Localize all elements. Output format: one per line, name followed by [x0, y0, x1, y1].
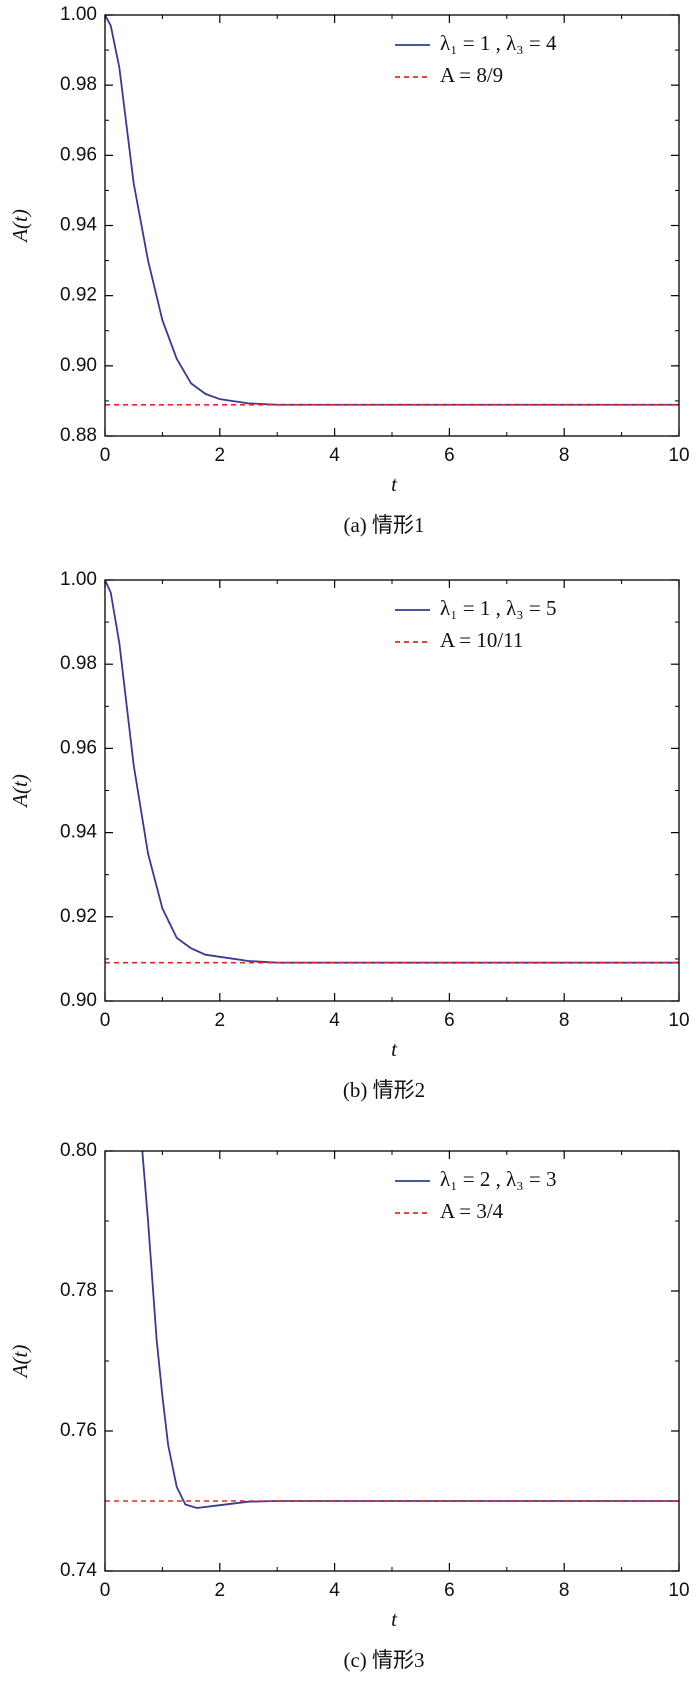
y-tick-label: 0.96: [60, 144, 97, 165]
x-tick-label: 2: [215, 1010, 226, 1031]
x-tick-label: 2: [215, 445, 226, 466]
x-tick-label: 4: [329, 1580, 340, 1601]
y-axis-label: A(t): [8, 774, 32, 809]
y-tick-label: 0.78: [60, 1280, 97, 1301]
y-tick-label: 0.90: [60, 355, 97, 376]
legend-label: λ₁ = 1 , λ₃ = 4: [440, 31, 557, 55]
plot-frame: [104, 1150, 680, 1572]
plot-frame: [104, 14, 680, 437]
series-line: [105, 15, 679, 406]
y-axis-label: A(t): [8, 209, 32, 244]
x-tick-label: 10: [668, 1010, 689, 1031]
x-axis-label: t: [391, 1607, 398, 1631]
x-tick-label: 4: [329, 1010, 340, 1031]
y-tick-label: 0.88: [60, 425, 97, 446]
series-line: [105, 580, 679, 964]
x-tick-label: 4: [329, 445, 340, 466]
x-tick-label: 8: [559, 1580, 570, 1601]
series-line: [141, 1151, 679, 1509]
x-tick-label: 0: [100, 1010, 111, 1031]
y-tick-label: 0.94: [60, 215, 97, 236]
x-tick-label: 2: [215, 1580, 226, 1601]
x-tick-label: 6: [444, 1580, 455, 1601]
legend-label: A = 8/9: [440, 63, 503, 87]
y-tick-label: 0.92: [60, 285, 97, 306]
caption: (c) 情形3: [343, 1648, 424, 1672]
x-tick-label: 6: [444, 445, 455, 466]
y-tick-label: 1.00: [60, 569, 97, 590]
plot-frame: [104, 579, 680, 1002]
caption: (b) 情形2: [343, 1078, 425, 1102]
y-tick-label: 0.92: [60, 906, 97, 927]
x-tick-label: 8: [559, 1010, 570, 1031]
x-tick-label: 10: [668, 445, 689, 466]
x-tick-label: 6: [444, 1010, 455, 1031]
legend-label: λ₁ = 2 , λ₃ = 3: [440, 1167, 556, 1191]
legend-label: λ₁ = 1 , λ₃ = 5: [440, 596, 556, 620]
legend-label: A = 3/4: [440, 1199, 504, 1223]
y-tick-label: 0.74: [60, 1560, 97, 1581]
y-tick-label: 1.00: [60, 4, 97, 25]
y-tick-label: 0.90: [60, 990, 97, 1011]
legend-label: A = 10/11: [440, 628, 523, 652]
y-tick-label: 0.76: [60, 1420, 97, 1441]
x-axis-label: t: [391, 472, 398, 496]
y-tick-label: 0.94: [60, 822, 97, 843]
x-tick-label: 8: [559, 445, 570, 466]
y-tick-label: 0.80: [60, 1140, 97, 1161]
y-tick-label: 0.96: [60, 737, 97, 758]
y-tick-label: 0.98: [60, 74, 97, 95]
caption: (a) 情形1: [343, 513, 424, 537]
x-tick-label: 10: [668, 1580, 689, 1601]
x-tick-label: 0: [100, 445, 111, 466]
x-axis-label: t: [391, 1037, 398, 1061]
y-axis-label: A(t): [8, 1345, 32, 1380]
y-tick-label: 0.98: [60, 653, 97, 674]
x-tick-label: 0: [100, 1580, 111, 1601]
